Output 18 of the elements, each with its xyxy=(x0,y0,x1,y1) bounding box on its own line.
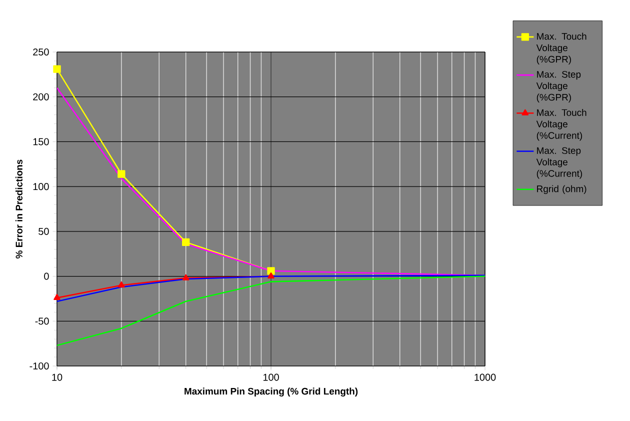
y-tick-label: -50 xyxy=(35,318,49,325)
legend-label: Max. Touch Voltage (%GPR) xyxy=(536,32,586,64)
x-tick-label: 1000 xyxy=(474,374,496,381)
y-axis-title: % Error in Predictions xyxy=(16,160,22,258)
legend-label: Max. Step Voltage (%Current) xyxy=(536,147,582,179)
y-tick-label: 150 xyxy=(33,138,49,146)
y-tick-label: 200 xyxy=(33,93,49,100)
y-tick-label: 100 xyxy=(33,183,49,190)
y-tick-label: -100 xyxy=(30,362,49,370)
y-tick-label: 50 xyxy=(38,228,49,235)
x-axis-title: Maximum Pin Spacing (% Grid Length) xyxy=(184,388,358,397)
x-tick-label: 100 xyxy=(263,374,279,381)
legend-label: Max. Step Voltage (%GPR) xyxy=(536,70,581,102)
y-tick-label: 250 xyxy=(33,48,49,56)
y-tick-label: 0 xyxy=(44,272,49,280)
legend-label: Rgrid (ohm) xyxy=(537,185,586,194)
legend-label: Max. Touch Voltage (%Current) xyxy=(536,108,586,141)
x-tick-label: 10 xyxy=(52,374,62,381)
